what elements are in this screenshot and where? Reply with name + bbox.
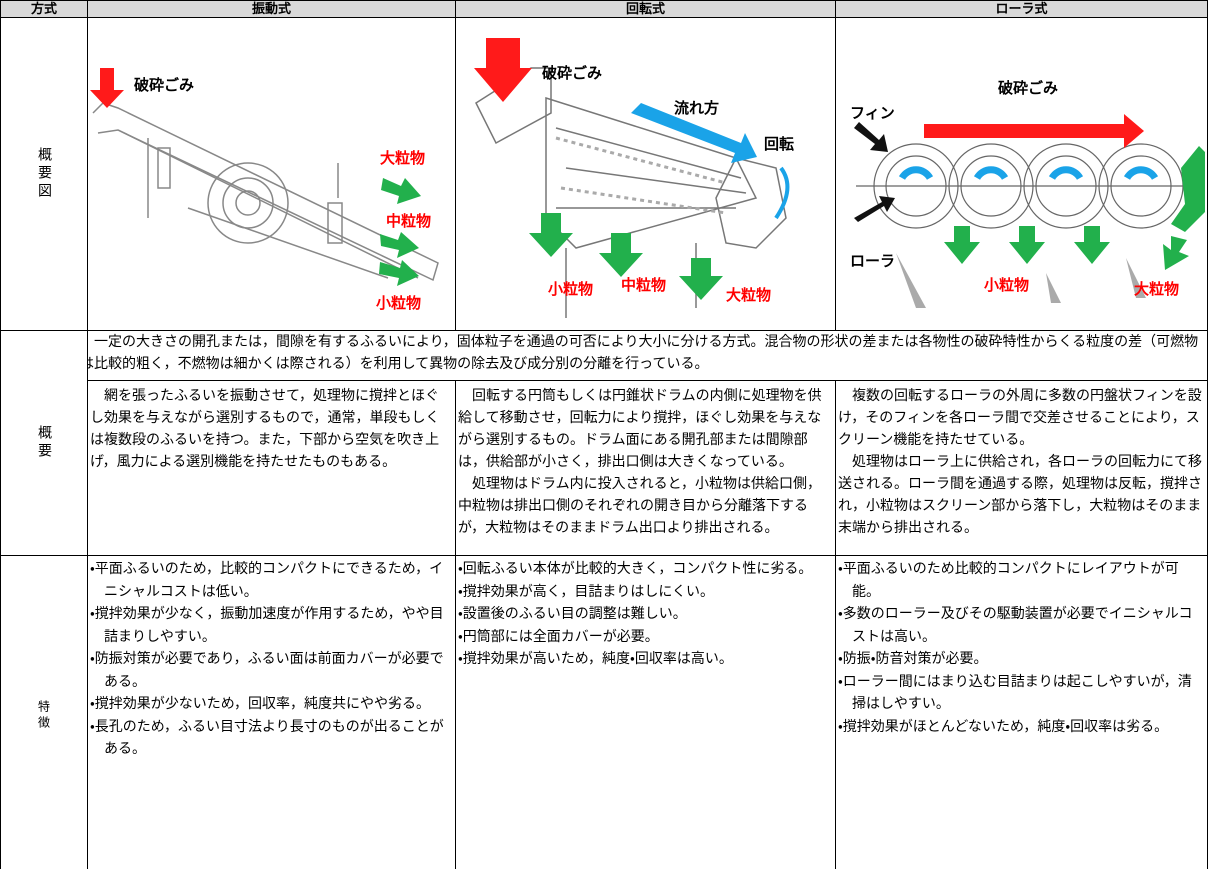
feature-item: ・平面ふるいのため比較的コンパクトにレイアウトが可能。	[838, 561, 1179, 600]
row-label: 概要図	[0, 18, 88, 331]
features-cell: ・平面ふるいのため比較的コンパクトにレイアウトが可能。 ・多数のローラー及びその駆…	[836, 556, 1208, 869]
diagram-label: 破砕ごみ	[998, 79, 1058, 97]
diagram-label: 小粒物	[984, 276, 1029, 294]
row-label: 概要	[0, 331, 88, 556]
header-cell: ローラ式	[836, 0, 1208, 18]
diagram-label: ローラ	[850, 252, 895, 270]
common-overview: 一定の大きさの開孔または，間隙を有するふるいにより，固体粒子を通過の可否により大…	[88, 331, 1208, 381]
feature-item: ・平面ふるいのため，比較的コンパクトにできるため，イニシャルコストは低い。	[90, 561, 444, 600]
diagram-rotary: 破砕ごみ 流れ方 回転 小粒物 中粒物 大粒物	[474, 38, 794, 318]
diagram-cell: 破砕ごみ 大粒物 中粒物 小粒物	[88, 18, 456, 331]
overview-cell: 回転する円筒もしくは円錐状ドラムの内側に処理物を供給して移動させ，回転力により撹…	[456, 381, 836, 556]
feature-item: ・円筒部には全面カバーが必要。	[458, 628, 659, 645]
paragraph: 複数の回転するローラの外周に多数の円盤状フィンを設け，そのフィンを各ローラ間で交…	[838, 388, 1202, 448]
diagram-cell: 破砕ごみ 流れ方 回転 小粒物 中粒物 大粒物	[456, 18, 836, 331]
feature-item: ・防振対策が必要であり，ふるい面は前面カバーが必要である。	[90, 651, 444, 690]
diagram-label: 中粒物	[386, 212, 431, 230]
diagram-label: 小粒物	[548, 280, 593, 298]
feature-item: ・回転ふるい本体が比較的大きく，コンパクト性に劣る。	[458, 561, 813, 577]
feature-item: ・長孔のため，ふるい目寸法より長寸のものが出ることがある。	[90, 718, 444, 758]
feature-item: ・撹拌効果がほとんどないため，純度・回収率は劣る。	[838, 718, 1169, 735]
feature-item: ・ローラー間にはまり込む目詰まりは起こしやすいが，清掃はしやすい。	[838, 673, 1192, 713]
diagram-label: 大粒物	[380, 149, 425, 167]
feature-item: ・多数のローラー及びその駆動装置が必要でイニシャルコストは高い。	[838, 606, 1193, 645]
overview-cell: 複数の回転するローラの外周に多数の円盤状フィンを設け，そのフィンを各ローラ間で交…	[836, 381, 1208, 556]
overview-cell: 網を張ったふるいを振動させて，処理物に撹拌とほぐし効果を与えながら選別するもので…	[88, 381, 456, 556]
diagram-label: 破砕ごみ	[542, 64, 602, 82]
flow-arrow	[631, 103, 757, 163]
feature-item: ・防振・防音対策が必要。	[838, 651, 988, 667]
header-cell: 回転式	[456, 0, 836, 18]
diagram-label: フィン	[850, 104, 895, 122]
diagram-label: 破砕ごみ	[134, 76, 194, 94]
diagram-label: 回転	[764, 135, 794, 153]
paragraph: 処理物はドラム内に投入されると，小粒物は供給口側，中粒物は排出口側のそれぞれの開…	[458, 476, 822, 536]
feature-item: ・設置後のふるい目の調整は難しい。	[458, 606, 687, 622]
paragraph: 処理物はローラ上に供給され，各ローラの回転力にて移送される。ローラ間を通過する際…	[838, 454, 1202, 536]
row-label: 特徴	[0, 556, 88, 869]
diagram-cell: 破砕ごみ フィン ローラ 小粒物 大粒物	[836, 18, 1208, 331]
feature-item: ・撹拌効果が少なく，振動加速度が作用するため，やや目詰まりしやすい。	[90, 606, 444, 645]
header-cell: 方式	[0, 0, 88, 18]
paragraph: 網を張ったふるいを振動させて，処理物に撹拌とほぐし効果を与えながら選別するもので…	[90, 388, 440, 470]
diagram-label: 中粒物	[621, 276, 666, 294]
diagram-label: 大粒物	[726, 286, 771, 304]
diagram-label: 流れ方	[674, 99, 719, 117]
diagram-label: 大粒物	[1134, 280, 1179, 298]
header-cell: 振動式	[88, 0, 456, 18]
feed-arrow	[474, 38, 532, 102]
feature-item: ・撹拌効果が高いため，純度・回収率は高い。	[458, 651, 733, 667]
features-cell: ・回転ふるい本体が比較的大きく，コンパクト性に劣る。 ・撹拌効果が高く，目詰まりは…	[456, 556, 836, 869]
diagram-label: 小粒物	[376, 294, 421, 312]
feature-item: ・撹拌効果が高く，目詰まりはしにくい。	[458, 583, 715, 600]
features-cell: ・平面ふるいのため，比較的コンパクトにできるため，イニシャルコストは低い。 ・撹拌…	[88, 556, 456, 869]
paragraph: 回転する円筒もしくは円錐状ドラムの内側に処理物を供給して移動させ，回転力により撹…	[458, 388, 822, 470]
feed-arrow	[90, 68, 124, 108]
diagram-vibrating: 破砕ごみ 大粒物 中粒物 小粒物	[90, 68, 439, 312]
feature-item: ・撹拌効果が少ないため，回収率，純度共にやや劣る。	[90, 696, 431, 712]
paragraph: 一定の大きさの開孔または，間隙を有するふるいにより，固体粒子を通過の可否により大…	[88, 334, 1199, 372]
diagram-roller: 破砕ごみ フィン ローラ 小粒物 大粒物	[850, 79, 1205, 308]
feed-arrow	[924, 114, 1144, 148]
